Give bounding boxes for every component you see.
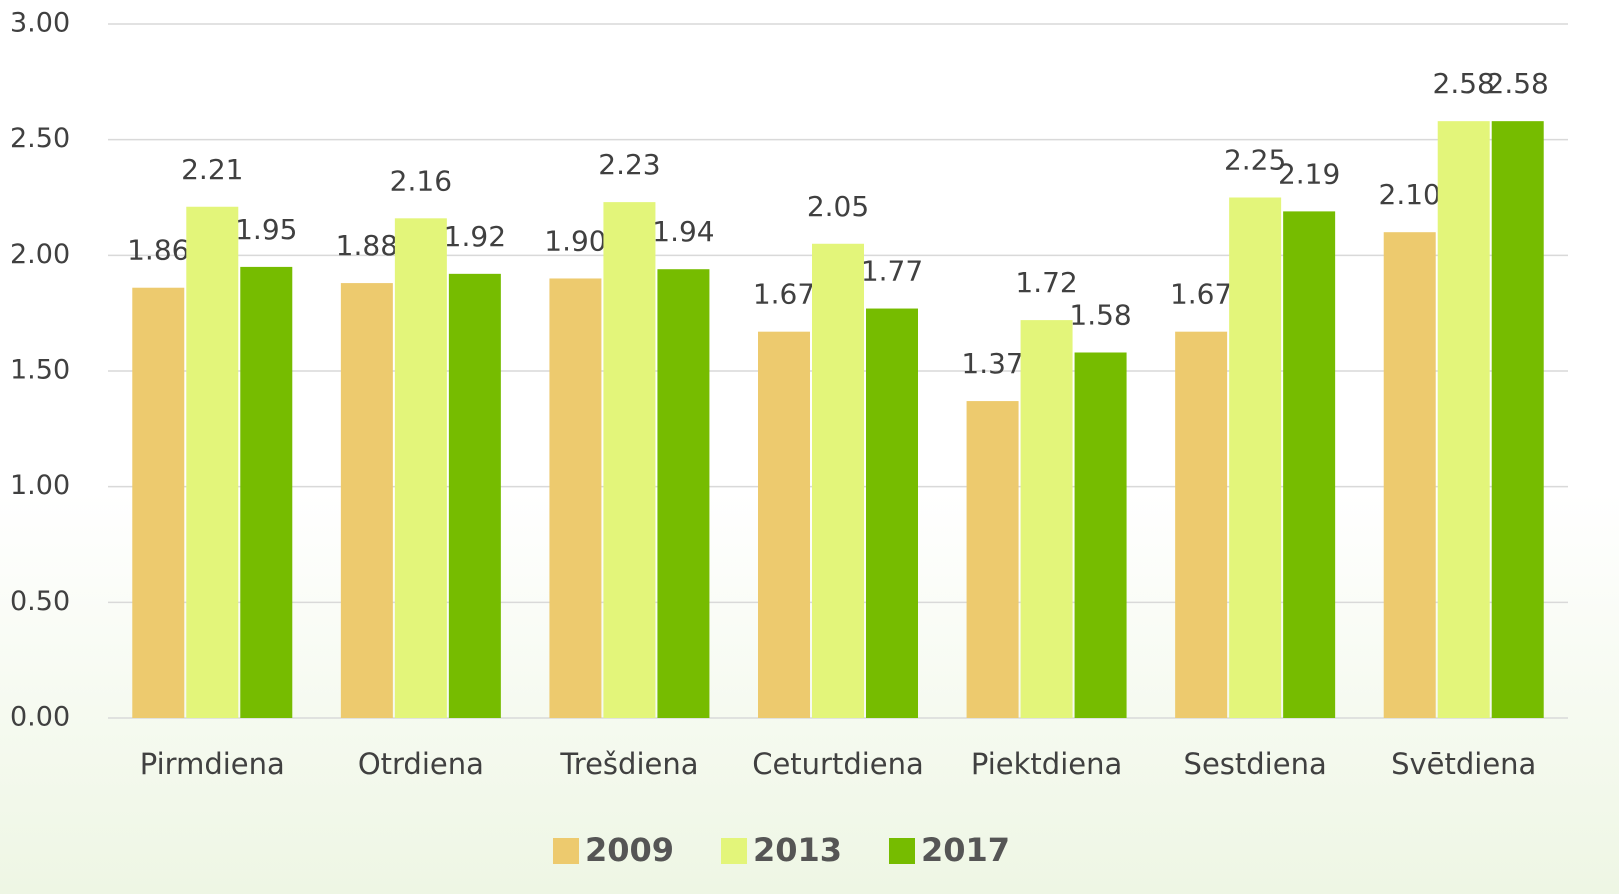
y-tick-label: 3.00 — [10, 8, 70, 39]
x-tick-label: Trešdiena — [559, 747, 698, 781]
data-label: 1.67 — [753, 278, 815, 311]
data-label: 2.21 — [181, 153, 243, 186]
x-tick-label: Ceturtdiena — [752, 747, 924, 781]
data-label: 2.58 — [1487, 67, 1549, 100]
y-tick-label: 1.50 — [10, 355, 70, 386]
data-label: 1.90 — [544, 224, 606, 257]
bar — [1491, 121, 1544, 718]
y-tick-label: 2.00 — [10, 239, 70, 270]
bar — [394, 218, 447, 718]
data-label: 2.05 — [807, 190, 869, 223]
data-label: 1.86 — [127, 234, 189, 267]
legend-label: 2013 — [753, 831, 842, 869]
data-label: 2.10 — [1379, 178, 1441, 211]
legend-swatch — [721, 838, 747, 864]
bar — [549, 278, 602, 718]
legend-label: 2009 — [585, 831, 674, 869]
data-label: 1.92 — [444, 220, 506, 253]
data-label: 1.94 — [652, 215, 714, 248]
y-tick-label: 2.50 — [10, 123, 70, 154]
y-tick-label: 0.00 — [10, 702, 70, 733]
data-label: 1.77 — [861, 255, 923, 288]
bar — [340, 283, 393, 718]
legend-label: 2017 — [921, 831, 1010, 869]
data-label: 1.72 — [1015, 266, 1077, 299]
bar — [603, 202, 656, 719]
bar — [1020, 320, 1073, 718]
legend-swatch — [553, 838, 579, 864]
bar — [966, 401, 1019, 718]
x-tick-label: Piektdiena — [971, 747, 1122, 781]
bar — [1383, 232, 1436, 718]
bar — [1283, 211, 1336, 718]
bar — [1175, 331, 1228, 718]
data-label: 2.23 — [598, 148, 660, 181]
bar — [657, 269, 710, 718]
x-tick-label: Otrdiena — [358, 747, 484, 781]
data-label: 2.25 — [1224, 144, 1286, 177]
bar — [1229, 197, 1282, 718]
data-label: 1.88 — [336, 229, 398, 262]
bar — [186, 206, 239, 718]
data-label: 1.67 — [1170, 278, 1232, 311]
bar — [132, 287, 185, 718]
bar — [758, 331, 810, 718]
legend-swatch — [889, 838, 915, 864]
data-label: 2.58 — [1433, 67, 1495, 100]
y-tick-label: 0.50 — [10, 586, 70, 617]
x-tick-label: Pirmdiena — [140, 747, 285, 781]
bar — [1074, 352, 1127, 718]
data-label: 1.37 — [961, 347, 1023, 380]
data-label: 2.16 — [390, 164, 452, 197]
bar — [1437, 121, 1490, 718]
x-tick-label: Sestdiena — [1184, 747, 1327, 781]
bar — [866, 308, 918, 718]
x-tick-label: Svētdiena — [1391, 747, 1536, 781]
y-tick-label: 1.00 — [10, 470, 70, 501]
data-label: 1.58 — [1069, 298, 1131, 331]
bar — [812, 243, 864, 718]
data-label: 2.19 — [1278, 157, 1340, 190]
bar — [240, 266, 293, 718]
data-label: 1.95 — [235, 213, 297, 246]
bar — [448, 273, 501, 718]
